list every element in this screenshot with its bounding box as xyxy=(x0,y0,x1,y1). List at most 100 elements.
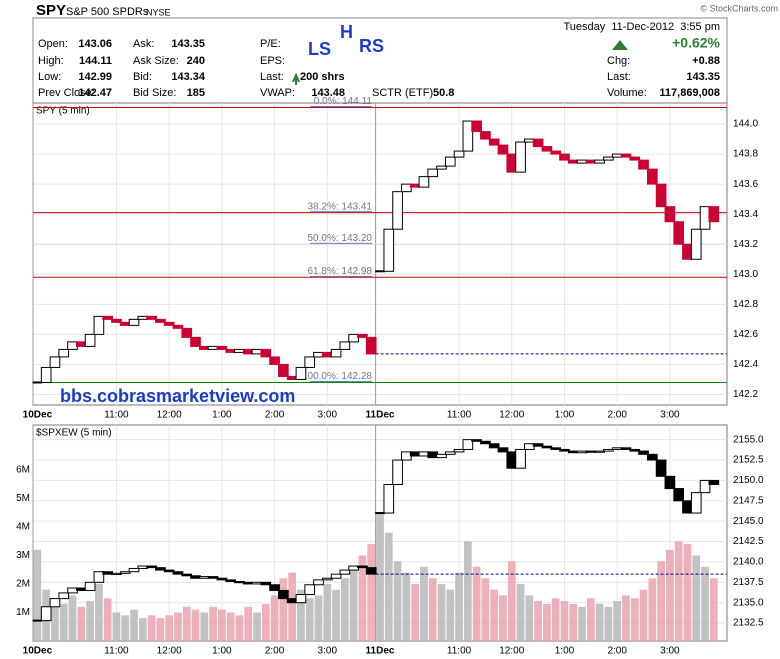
candle-body xyxy=(286,375,298,380)
candle-body xyxy=(295,594,307,604)
x-tick-label: 2:00 xyxy=(607,410,627,421)
y-tick-label: 2142.5 xyxy=(733,536,764,547)
candle-body xyxy=(216,577,228,581)
y-tick-label: 143.4 xyxy=(733,209,758,220)
candle-body xyxy=(75,341,87,347)
y-tick-label: 2147.5 xyxy=(733,495,764,506)
quote-label: Bid: xyxy=(133,71,152,83)
x-tick-label: 11:00 xyxy=(104,410,129,421)
candle-body xyxy=(559,153,570,161)
candle-body xyxy=(611,153,623,158)
candle-body xyxy=(559,448,570,452)
volume-bar xyxy=(481,578,490,641)
quote-value: 143.35 xyxy=(171,38,205,50)
x-date-label: 10Dec xyxy=(23,410,53,421)
candle-body xyxy=(67,341,78,350)
y-tick-label: 2150.0 xyxy=(733,475,764,486)
x-tick-label: 1:00 xyxy=(555,646,575,657)
x-tick-label: 1:00 xyxy=(555,410,575,421)
candle-body xyxy=(234,348,245,353)
candle-body xyxy=(453,448,465,453)
volume-bar xyxy=(340,578,349,641)
candle-body xyxy=(708,206,720,223)
volume-bar xyxy=(709,578,718,641)
candle-body xyxy=(84,581,96,591)
volume-bar xyxy=(525,595,534,641)
candle-body xyxy=(163,321,175,326)
candle-body xyxy=(304,584,316,596)
y-tick-label: 144.0 xyxy=(733,119,758,130)
volume-bar xyxy=(604,606,613,641)
y-tick-label: 143.0 xyxy=(733,269,758,280)
candle-body xyxy=(453,150,465,158)
candle-body xyxy=(172,324,184,329)
x-tick-label: 12:00 xyxy=(157,646,182,657)
plot-layer: 142.2 142.4 142.6 142.8 143.0 143.2 143.4 143.6… xyxy=(16,96,764,656)
candle-body xyxy=(357,565,368,569)
candle-body xyxy=(304,356,316,368)
volume-bar xyxy=(613,601,622,641)
candle-body xyxy=(638,450,649,455)
volume-bar xyxy=(393,561,402,641)
candle-body xyxy=(198,576,210,579)
candle-body xyxy=(576,159,588,164)
candle-body xyxy=(58,592,70,600)
quote-label: Last: xyxy=(607,71,631,83)
volume-bar xyxy=(235,615,244,641)
volume-bar xyxy=(622,595,630,641)
volume-bar xyxy=(683,544,692,641)
quote-value: 117,869,008 xyxy=(659,87,720,99)
watermark: bbs.cobrasmarketview.com xyxy=(60,386,295,406)
candle-body xyxy=(682,243,693,260)
volume-bar xyxy=(191,609,200,641)
volume-bar xyxy=(33,549,42,641)
volume-bar xyxy=(349,566,358,641)
volume-bar xyxy=(402,572,411,641)
x-tick-label: 12:00 xyxy=(157,410,182,421)
candle-body xyxy=(225,348,236,353)
volume-bar xyxy=(59,603,68,641)
candle-body xyxy=(708,479,720,486)
volume-tick-label: 3M xyxy=(16,550,30,561)
candle-body xyxy=(128,318,140,326)
candle-body xyxy=(524,138,535,143)
volume-tick-label: 6M xyxy=(16,465,30,476)
y-tick-label: 2135.0 xyxy=(733,597,764,608)
candle-body xyxy=(260,348,272,358)
candle-body xyxy=(172,571,184,575)
volume-bar xyxy=(674,541,683,641)
volume-bar xyxy=(270,595,279,641)
quote-value: 143.35 xyxy=(686,71,720,83)
candle-body xyxy=(515,141,526,173)
volume-bar xyxy=(261,603,270,641)
volume-bar xyxy=(446,589,455,641)
volume-bar xyxy=(657,561,665,641)
quote-value: 185 xyxy=(187,87,205,99)
volume-bar xyxy=(305,598,314,641)
volume-bar xyxy=(244,606,253,641)
candle-body xyxy=(198,345,210,350)
level-label: 0.0%: 144.11 xyxy=(314,96,373,107)
panel-title: SPY (5 min) xyxy=(36,106,90,117)
volume-bar xyxy=(463,541,472,641)
quote-label: Last: xyxy=(260,71,284,83)
volume-bar xyxy=(218,609,226,641)
level-label: 38.2%: 143.41 xyxy=(308,201,373,212)
x-tick-label: 1:00 xyxy=(212,410,232,421)
volume-bar xyxy=(630,598,639,641)
quote-label: EPS: xyxy=(260,55,285,67)
candle-body xyxy=(102,571,114,575)
level-label: 100.0%: 142.28 xyxy=(302,371,372,382)
candle-body xyxy=(471,120,482,133)
x-tick-label: 2:00 xyxy=(607,646,627,657)
candle-body xyxy=(699,479,711,494)
y-tick-label: 142.8 xyxy=(733,299,758,310)
x-tick-label: 11:00 xyxy=(447,410,472,421)
up-triangle-icon xyxy=(612,40,628,50)
candle-body xyxy=(225,579,236,582)
candle-body xyxy=(251,348,263,355)
volume-bar xyxy=(51,598,59,641)
candle-body xyxy=(585,159,597,164)
candle-body xyxy=(418,451,430,457)
volume-bar xyxy=(490,589,499,641)
